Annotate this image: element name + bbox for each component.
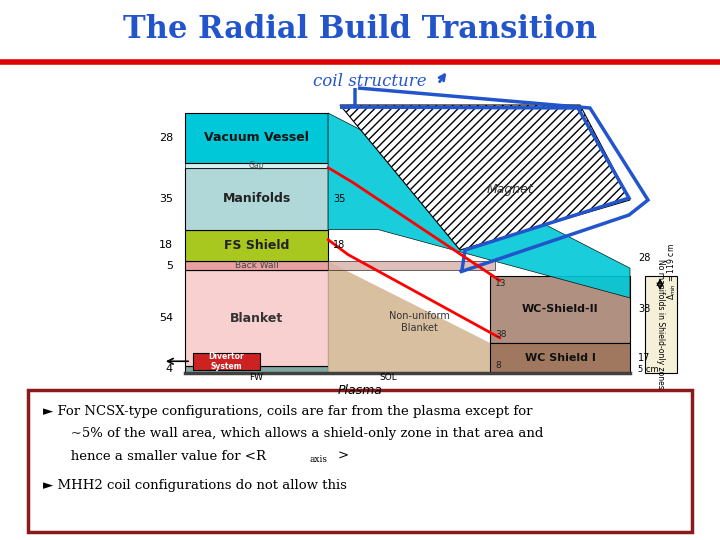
Text: Manifolds: Manifolds	[222, 192, 291, 205]
Text: ~5% of the wall area, which allows a shield-only zone in that area and: ~5% of the wall area, which allows a shi…	[58, 428, 544, 441]
Bar	[185, 113, 328, 163]
Bar	[328, 261, 495, 271]
Text: hence a smaller value for <R: hence a smaller value for <R	[58, 449, 266, 462]
Text: Divertor
System: Divertor System	[209, 352, 244, 371]
Text: Vacuum Vessel: Vacuum Vessel	[204, 131, 309, 144]
Text: FS Shield: FS Shield	[224, 239, 289, 252]
Text: 13: 13	[495, 279, 506, 288]
Bar	[185, 366, 328, 373]
Text: >: >	[338, 449, 349, 462]
Text: Magnet: Magnet	[487, 184, 534, 197]
Text: Gap: Gap	[248, 160, 264, 170]
Text: 17: 17	[638, 353, 650, 363]
Text: 35: 35	[159, 193, 173, 204]
Text: Blanket: Blanket	[230, 312, 283, 325]
Text: ► MHH2 coil configurations do not allow this: ► MHH2 coil configurations do not allow …	[43, 480, 347, 492]
Bar	[645, 275, 677, 373]
Text: WC Shield I: WC Shield I	[525, 353, 595, 363]
Bar	[185, 167, 328, 230]
Text: 28: 28	[158, 133, 173, 143]
Text: $\Delta_{min}$ = 119 cm: $\Delta_{min}$ = 119 cm	[665, 244, 678, 300]
Text: WC-Shield-II: WC-Shield-II	[522, 304, 598, 314]
Polygon shape	[328, 113, 630, 298]
Text: Non-uniform
Blanket: Non-uniform Blanket	[389, 312, 449, 333]
Text: Plasma: Plasma	[338, 384, 382, 397]
Text: 35: 35	[333, 193, 346, 204]
Text: axis: axis	[310, 455, 328, 463]
Text: coil structure: coil structure	[313, 73, 427, 91]
Bar	[490, 343, 630, 373]
Bar	[490, 275, 630, 343]
Text: 38: 38	[495, 330, 506, 340]
Polygon shape	[328, 261, 630, 373]
Polygon shape	[340, 105, 630, 250]
Text: 18: 18	[333, 240, 346, 251]
Text: 8: 8	[495, 361, 500, 369]
Text: 54: 54	[159, 313, 173, 323]
Text: No manifolds in Shield-only zones: No manifolds in Shield-only zones	[657, 259, 665, 389]
Bar	[193, 353, 260, 370]
Text: 18: 18	[159, 240, 173, 251]
Bar	[185, 230, 328, 261]
Text: 4: 4	[166, 364, 173, 374]
Text: 5: 5	[166, 261, 173, 271]
Text: 38: 38	[638, 304, 650, 314]
Text: Back Wall: Back Wall	[235, 261, 279, 271]
Text: FW: FW	[250, 374, 264, 382]
Bar	[185, 261, 328, 271]
Text: SOL: SOL	[379, 374, 397, 382]
Bar	[185, 163, 328, 167]
Text: 28: 28	[638, 253, 650, 263]
Text: 5 cm: 5 cm	[638, 364, 659, 374]
Bar	[28, 390, 692, 532]
Text: ► For NCSX-type configurations, coils are far from the plasma except for: ► For NCSX-type configurations, coils ar…	[43, 406, 533, 419]
Bar	[185, 271, 328, 366]
Text: The Radial Build Transition: The Radial Build Transition	[123, 15, 597, 45]
